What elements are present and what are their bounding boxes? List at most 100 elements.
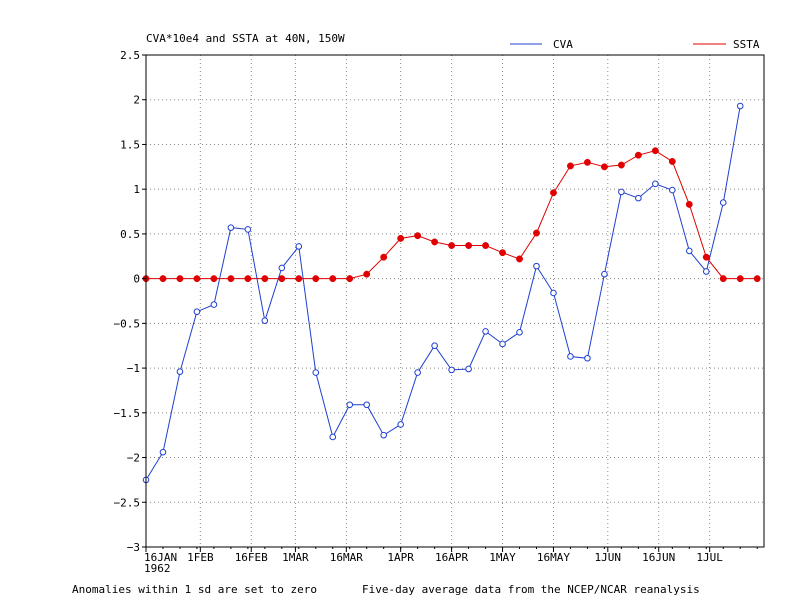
gridlines xyxy=(146,55,764,547)
data-point-cva xyxy=(363,401,371,409)
y-tick-label: 2.5 xyxy=(120,49,140,62)
data-point-ssta xyxy=(702,253,710,261)
x-tick-label: 1JUN xyxy=(595,551,622,564)
data-point-cva xyxy=(736,102,744,110)
y-tick-label: −0.5 xyxy=(114,317,141,330)
data-point-cva xyxy=(448,366,455,374)
data-point-cva xyxy=(685,247,693,255)
x-year-label: 1962 xyxy=(144,562,171,575)
x-tick-label: 16MAY xyxy=(537,551,570,564)
data-point-ssta xyxy=(685,200,693,208)
data-point-ssta xyxy=(176,275,184,283)
y-tick-label: −1.5 xyxy=(114,407,141,420)
footer-note-left: Anomalies within 1 sd are set to zero xyxy=(72,583,318,596)
data-point-cva xyxy=(702,268,710,275)
data-point-cva xyxy=(380,431,387,439)
data-point-ssta xyxy=(668,158,676,165)
data-point-ssta xyxy=(617,161,625,169)
data-point-ssta xyxy=(380,253,388,261)
data-point-ssta xyxy=(227,275,235,283)
y-tick-label: 0 xyxy=(133,273,140,286)
series-line-cva xyxy=(145,105,741,481)
legend-label-cva: CVA xyxy=(553,38,573,51)
data-point-ssta xyxy=(244,275,252,283)
data-point-ssta xyxy=(210,275,218,283)
x-tick-label: 16MAR xyxy=(330,551,363,564)
data-point-ssta xyxy=(533,229,540,237)
data-point-cva xyxy=(567,353,574,360)
data-point-ssta xyxy=(193,275,201,283)
data-point-ssta xyxy=(550,189,557,197)
data-point-ssta xyxy=(600,163,608,171)
data-point-cva xyxy=(516,329,523,336)
data-point-cva xyxy=(482,328,489,335)
data-point-cva xyxy=(397,421,404,428)
data-point-cva xyxy=(176,368,184,375)
data-point-ssta xyxy=(651,147,659,155)
x-tick-label: 16JAN xyxy=(144,551,177,564)
data-point-cva xyxy=(329,433,337,441)
data-point-cva xyxy=(550,289,557,297)
x-tick-label: 1FEB xyxy=(187,551,214,564)
data-point-ssta xyxy=(329,275,337,283)
series-layer xyxy=(142,102,761,484)
data-point-cva xyxy=(635,194,642,202)
y-tick-label: −2 xyxy=(127,452,140,465)
data-point-cva xyxy=(346,401,354,409)
data-point-ssta xyxy=(295,275,303,283)
plot-frame xyxy=(145,54,765,548)
x-tick-label: 16FEB xyxy=(235,551,268,564)
data-point-ssta xyxy=(516,255,523,263)
y-tick-label: 0.5 xyxy=(120,228,140,241)
data-point-ssta xyxy=(414,232,422,240)
data-point-cva xyxy=(193,308,201,316)
y-tick-label: −3 xyxy=(127,541,140,554)
axes: −3 −2.5 −2 −1.5 −1 −0.5 0 0.5 1 1.5 2 2.5 16JAN 1FEB 1… xyxy=(114,49,758,575)
data-point-cva xyxy=(719,199,727,206)
x-tick-label: 1JUL xyxy=(696,551,723,564)
data-point-cva xyxy=(652,180,659,188)
data-point-cva xyxy=(295,243,303,250)
data-point-ssta xyxy=(312,275,320,283)
y-tick-label: −2.5 xyxy=(114,496,141,509)
data-point-ssta xyxy=(278,275,286,283)
data-point-ssta xyxy=(465,242,473,249)
data-point-cva xyxy=(261,317,269,324)
x-tick-label: 1MAR xyxy=(282,551,309,564)
footer-note-right: Five-day average data from the NCEP/NCAR… xyxy=(362,583,700,596)
data-point-ssta xyxy=(482,242,490,249)
data-point-ssta xyxy=(499,249,506,257)
data-point-ssta xyxy=(431,238,439,246)
data-point-ssta xyxy=(363,270,371,278)
data-point-cva xyxy=(669,186,676,194)
data-point-ssta xyxy=(567,162,574,170)
data-point-cva xyxy=(618,188,625,196)
data-point-cva xyxy=(159,448,167,456)
data-point-ssta xyxy=(736,275,744,283)
y-tick-label: 1.5 xyxy=(120,138,140,151)
data-point-ssta xyxy=(448,242,456,249)
data-point-cva xyxy=(227,224,235,231)
data-point-cva xyxy=(601,270,608,278)
x-tick-label: 16JUN xyxy=(642,551,675,564)
data-point-cva xyxy=(499,340,506,348)
data-point-cva xyxy=(312,369,320,376)
data-point-ssta xyxy=(634,151,642,159)
data-point-cva xyxy=(244,226,252,233)
data-point-ssta xyxy=(753,275,761,283)
data-point-ssta xyxy=(159,275,167,283)
x-tick-label: 1MAY xyxy=(489,551,516,564)
legend: CVA SSTA xyxy=(510,38,760,51)
data-point-cva xyxy=(278,264,286,272)
data-point-cva xyxy=(584,354,591,362)
y-tick-label: 1 xyxy=(133,183,140,196)
y-tick-label: −1 xyxy=(127,362,140,375)
data-point-cva xyxy=(465,365,472,373)
legend-label-ssta: SSTA xyxy=(733,38,760,51)
data-point-ssta xyxy=(346,275,354,283)
data-point-ssta xyxy=(261,275,269,283)
data-point-cva xyxy=(431,342,438,350)
x-tick-label: 1APR xyxy=(387,551,414,564)
y-tick-label: 2 xyxy=(133,94,140,107)
